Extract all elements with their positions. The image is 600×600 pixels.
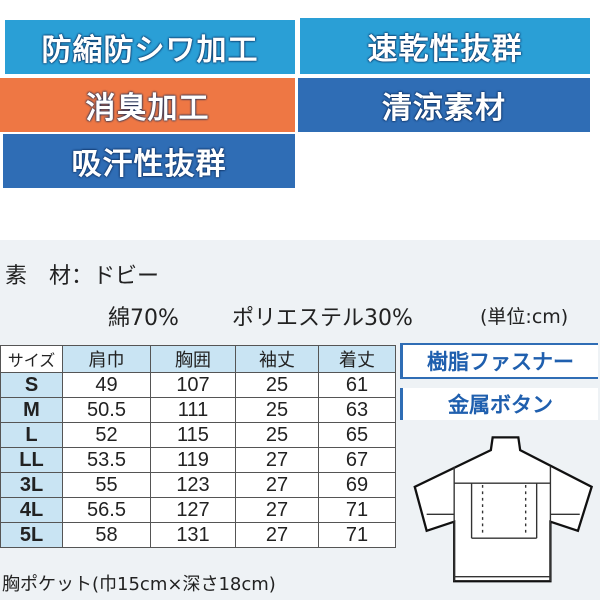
measurement-cell: 50.5: [62, 397, 151, 423]
badge-shrink-wrinkle-proof: 防縮防シワ加工: [5, 20, 295, 74]
measurement-cell: 63: [318, 397, 396, 423]
measurement-cell: 67: [318, 447, 396, 473]
measurement-cell: 52: [62, 422, 151, 448]
measurement-cell: 115: [150, 422, 236, 448]
size-cell: 3L: [0, 472, 63, 498]
measurement-cell: 55: [62, 472, 151, 498]
measurement-cell: 25: [235, 397, 319, 423]
measurement-cell: 131: [150, 522, 236, 548]
table-row: S 49 107 25 61: [0, 372, 396, 398]
material-label: 素 材：ドビー: [5, 264, 160, 289]
size-table: サイズ 肩巾 胸囲 袖丈 着丈 S 49 107 25 61 M 50.5 111 25 63 L 5…: [0, 345, 396, 548]
table-row: 4L 56.5 127 27 71: [0, 497, 396, 523]
size-cell: 5L: [0, 522, 63, 548]
measurement-cell: 53.5: [62, 447, 151, 473]
measurement-cell: 127: [150, 497, 236, 523]
measurement-cell: 119: [150, 447, 236, 473]
table-row: L 52 115 25 65: [0, 422, 396, 448]
measurement-cell: 25: [235, 372, 319, 398]
measurement-cell: 107: [150, 372, 236, 398]
header-chest: 胸囲: [150, 345, 236, 373]
measurement-cell: 56.5: [62, 497, 151, 523]
size-cell: L: [0, 422, 63, 448]
measurement-cell: 27: [235, 522, 319, 548]
size-cell: LL: [0, 447, 63, 473]
measurement-cell: 65: [318, 422, 396, 448]
measurement-cell: 58: [62, 522, 151, 548]
measurement-cell: 25: [235, 422, 319, 448]
badge-quick-dry: 速乾性抜群: [300, 18, 590, 74]
measurement-cell: 123: [150, 472, 236, 498]
measurement-cell: 27: [235, 447, 319, 473]
option-resin-zipper: 樹脂ファスナー: [400, 343, 598, 379]
table-header-row: サイズ 肩巾 胸囲 袖丈 着丈: [0, 345, 396, 373]
jacket-back-illustration: [413, 436, 594, 583]
badge-sweat-absorbent: 吸汗性抜群: [3, 134, 295, 188]
size-cell: 4L: [0, 497, 63, 523]
table-row: M 50.5 111 25 63: [0, 397, 396, 423]
measurement-cell: 27: [235, 472, 319, 498]
measurement-cell: 71: [318, 497, 396, 523]
measurement-cell: 69: [318, 472, 396, 498]
badge-cool-material: 清涼素材: [298, 78, 590, 132]
header-size: サイズ: [0, 345, 63, 373]
measurement-cell: 49: [62, 372, 151, 398]
measurement-cell: 27: [235, 497, 319, 523]
chest-pocket-note: 胸ポケット(巾15cm×深さ18cm): [2, 574, 276, 595]
option-metal-button: 金属ボタン: [400, 388, 598, 420]
header-shoulder: 肩巾: [62, 345, 151, 373]
composition-polyester: ポリエステル30%: [232, 306, 413, 331]
composition-cotton: 綿70%: [108, 306, 179, 331]
size-cell: M: [0, 397, 63, 423]
header-length: 着丈: [318, 345, 396, 373]
header-sleeve: 袖丈: [235, 345, 319, 373]
measurement-cell: 61: [318, 372, 396, 398]
badge-deodorant: 消臭加工: [0, 78, 295, 132]
size-cell: S: [0, 372, 63, 398]
measurement-cell: 71: [318, 522, 396, 548]
measurement-cell: 111: [150, 397, 236, 423]
table-row: LL 53.5 119 27 67: [0, 447, 396, 473]
table-row: 5L 58 131 27 71: [0, 522, 396, 548]
table-row: 3L 55 123 27 69: [0, 472, 396, 498]
unit-label: (単位:cm): [480, 306, 569, 328]
